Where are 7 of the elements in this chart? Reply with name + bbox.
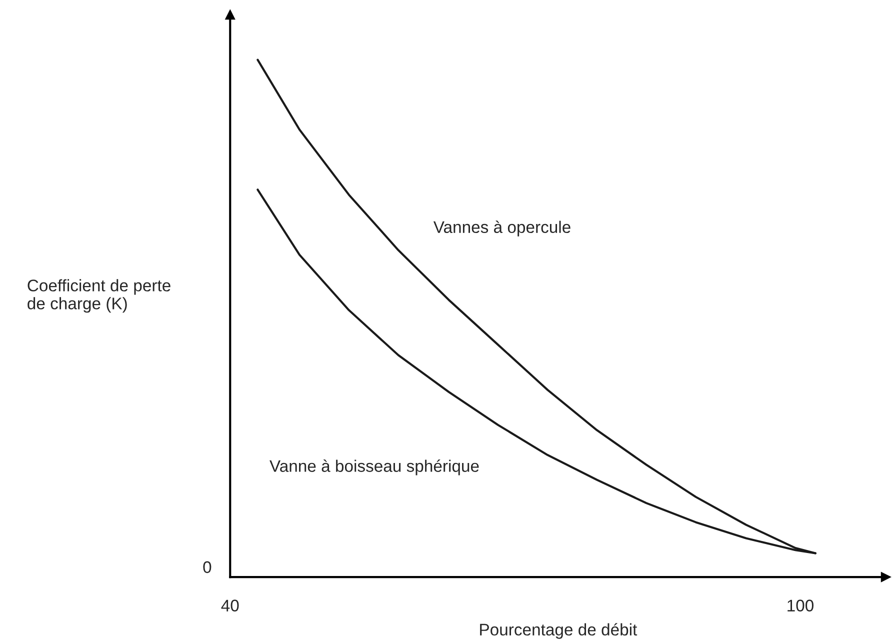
text: Vannes à opercule	[433, 220, 570, 236]
y-axis-title: Coefficient de perte de charge (K)	[28, 279, 170, 313]
x-axis-title: Pourcentage de débit	[480, 623, 638, 639]
x-tick-label: 100	[788, 600, 814, 612]
text: 0	[203, 561, 212, 574]
text: Vanne à boisseau sphérique	[270, 460, 479, 476]
x-tick-label: 40	[221, 600, 239, 612]
